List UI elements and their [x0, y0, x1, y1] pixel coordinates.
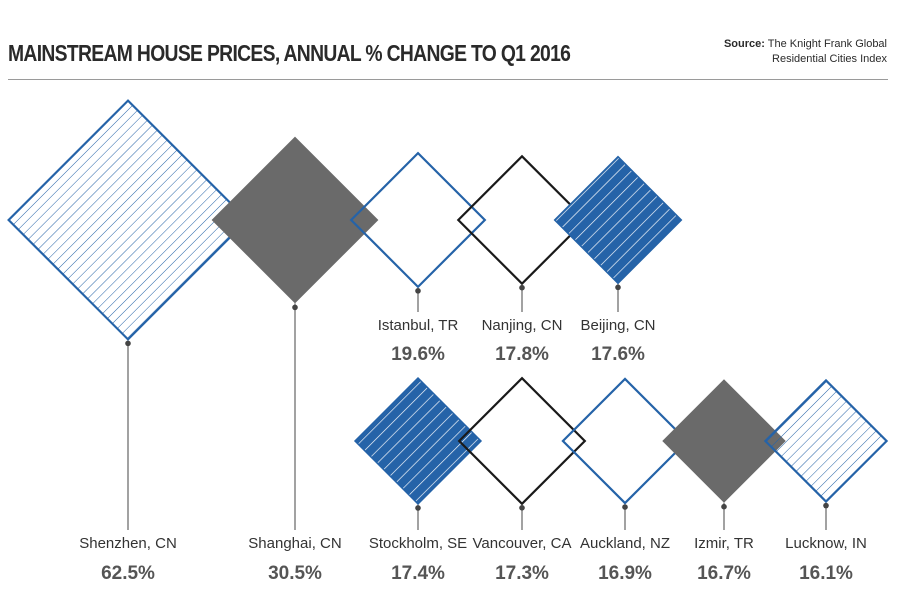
city-label-stockholm-se: Stockholm, SE: [369, 535, 467, 552]
leader-dot-stockholm-se: [415, 505, 421, 511]
city-label-shenzhen-cn: Shenzhen, CN: [79, 535, 177, 552]
source-line-1: The Knight Frank Global: [767, 38, 887, 50]
value-label-nanjing-cn: 17.8%: [495, 344, 549, 365]
value-label-beijing-cn: 17.6%: [591, 344, 645, 365]
diamond-auckland-nz: [561, 377, 689, 505]
source-label: Source:: [723, 38, 765, 50]
leader-dot-beijing-cn: [615, 284, 621, 291]
diamond-shenzhen-cn: [7, 99, 249, 341]
source-note: Source: The Knight Frank Global Resident…: [724, 37, 887, 67]
value-label-istanbul-tr: 19.6%: [391, 344, 445, 365]
city-label-auckland-nz: Auckland, NZ: [580, 535, 670, 552]
value-label-stockholm-se: 17.4%: [391, 563, 445, 584]
leader-dot-shanghai-cn: [292, 304, 298, 311]
city-label-beijing-cn: Beijing, CN: [580, 317, 655, 334]
value-label-shenzhen-cn: 62.5%: [101, 563, 155, 584]
value-label-izmir-tr: 16.7%: [697, 563, 751, 584]
city-label-shanghai-cn: Shanghai, CN: [248, 535, 341, 552]
chart-marks: Shenzhen, CN 62.5% Shanghai, CN 30.5% Istanb…: [7, 99, 889, 584]
header-rule: [8, 79, 888, 80]
diamond-beijing-cn: [553, 155, 683, 285]
leader-dot-izmir-tr: [721, 503, 727, 510]
value-label-vancouver-ca: 17.3%: [495, 563, 549, 584]
city-label-lucknow-in: Lucknow, IN: [785, 535, 867, 552]
leader-dot-lucknow-in: [823, 502, 829, 509]
leader-dot-istanbul-tr: [415, 288, 421, 294]
value-label-shanghai-cn: 30.5%: [268, 563, 322, 584]
city-label-istanbul-tr: Istanbul, TR: [378, 317, 459, 334]
chart-title: MAINSTREAM HOUSE PRICES, ANNUAL % CHANGE…: [8, 40, 571, 66]
value-label-auckland-nz: 16.9%: [598, 563, 652, 584]
city-label-vancouver-ca: Vancouver, CA: [473, 535, 572, 552]
diamond-shanghai-cn: [211, 136, 379, 304]
value-label-lucknow-in: 16.1%: [799, 563, 853, 584]
city-label-nanjing-cn: Nanjing, CN: [482, 317, 563, 334]
leader-dot-vancouver-ca: [519, 505, 525, 511]
diamond-vancouver-ca: [457, 376, 587, 506]
source-line-2: Residential Cities Index: [772, 53, 887, 65]
diamond-lucknow-in: [763, 378, 889, 504]
diamond-izmir-tr: [662, 379, 786, 503]
leader-dot-shenzhen-cn: [125, 340, 131, 347]
leader-dot-nanjing-cn: [519, 284, 525, 291]
leader-dot-auckland-nz: [622, 504, 628, 510]
diamond-istanbul-tr: [349, 151, 487, 289]
city-label-izmir-tr: Izmir, TR: [694, 535, 754, 552]
diamond-stockholm-se: [353, 376, 483, 506]
diamond-nanjing-cn: [456, 154, 588, 286]
